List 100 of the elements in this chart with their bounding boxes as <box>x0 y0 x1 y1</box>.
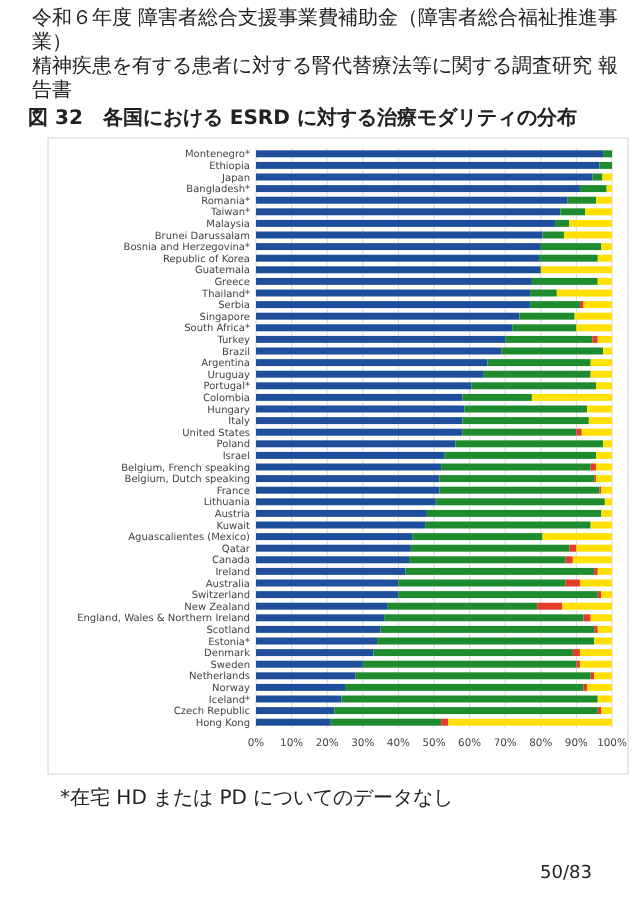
bar <box>256 196 568 204</box>
text: *在宅 HD または PD についてのデータなし <box>60 788 456 812</box>
bar <box>579 649 612 657</box>
bar <box>592 335 598 343</box>
bar <box>567 196 596 204</box>
bar <box>601 509 612 517</box>
bar <box>597 567 612 575</box>
bar <box>531 393 612 401</box>
bar <box>362 660 577 668</box>
bar <box>594 672 612 680</box>
text: 50/83 <box>540 864 592 884</box>
bar <box>505 335 593 343</box>
bar <box>579 185 607 193</box>
bar <box>597 277 612 285</box>
bar <box>601 707 612 715</box>
bar <box>256 266 541 274</box>
bar <box>441 718 449 726</box>
bar <box>256 185 580 193</box>
bar <box>555 219 570 227</box>
bar <box>256 370 484 378</box>
bar <box>512 324 577 332</box>
bar <box>562 602 612 610</box>
bar <box>590 614 612 622</box>
bar <box>387 602 538 610</box>
bar <box>576 544 612 552</box>
bar <box>256 683 345 691</box>
bar <box>576 428 582 436</box>
bar <box>603 440 612 448</box>
bar <box>256 602 388 610</box>
bar <box>256 219 556 227</box>
bar <box>398 591 598 599</box>
bar <box>448 718 612 726</box>
bar <box>256 614 385 622</box>
bar <box>256 150 604 158</box>
bar <box>426 509 602 517</box>
bar <box>530 301 580 309</box>
bar <box>256 625 381 633</box>
bar <box>405 567 595 575</box>
bar <box>531 277 598 285</box>
bar <box>384 614 584 622</box>
bar <box>256 440 456 448</box>
bar <box>595 475 612 483</box>
bar <box>581 428 612 436</box>
bar <box>256 208 561 216</box>
bar <box>583 614 591 622</box>
bar <box>483 370 591 378</box>
bar <box>256 475 440 483</box>
bar <box>519 312 575 320</box>
bar <box>256 591 399 599</box>
bar <box>595 382 612 390</box>
bar <box>595 451 612 459</box>
bar <box>471 382 596 390</box>
bar <box>574 312 612 320</box>
bar <box>256 718 331 726</box>
bar <box>601 243 612 251</box>
bar <box>444 451 596 459</box>
bar <box>256 486 440 494</box>
bar <box>256 312 520 320</box>
bar <box>256 567 406 575</box>
bar <box>256 382 472 390</box>
bar <box>410 544 570 552</box>
bar <box>256 649 374 657</box>
bar <box>588 417 612 425</box>
bar <box>560 208 586 216</box>
bar <box>462 428 577 436</box>
bar <box>583 301 612 309</box>
bar <box>334 707 598 715</box>
bar <box>537 602 563 610</box>
bar <box>601 591 612 599</box>
bar <box>256 544 411 552</box>
bar <box>542 533 612 541</box>
bar <box>256 254 540 262</box>
bar <box>256 672 356 680</box>
bar <box>599 161 612 169</box>
bar <box>412 533 543 541</box>
bar <box>597 254 612 262</box>
bar <box>579 660 612 668</box>
bar <box>565 556 573 564</box>
text: 精神疾患を有する患者に対する腎代替療法等に関する調査研究 報告書 <box>32 56 621 104</box>
bar <box>256 417 463 425</box>
bar <box>487 359 591 367</box>
bar <box>256 335 506 343</box>
bar <box>345 683 584 691</box>
bar <box>455 440 604 448</box>
bar <box>606 185 612 193</box>
bar <box>572 649 580 657</box>
bar <box>256 707 335 715</box>
text: 令和６年度 障害者総合支援事業費補助金（障害者総合福祉推進事業） <box>32 8 621 55</box>
bar <box>256 324 513 332</box>
bar <box>587 683 612 691</box>
bar <box>576 324 612 332</box>
bar <box>540 243 602 251</box>
bar <box>439 475 595 483</box>
bar <box>373 649 573 657</box>
bar <box>380 625 595 633</box>
bar <box>256 277 532 285</box>
bar <box>256 660 363 668</box>
bar <box>256 451 445 459</box>
chart-title: 図 32 各国における ESRD に対する治療モダリティの分布 <box>28 108 579 132</box>
bar <box>595 196 612 204</box>
